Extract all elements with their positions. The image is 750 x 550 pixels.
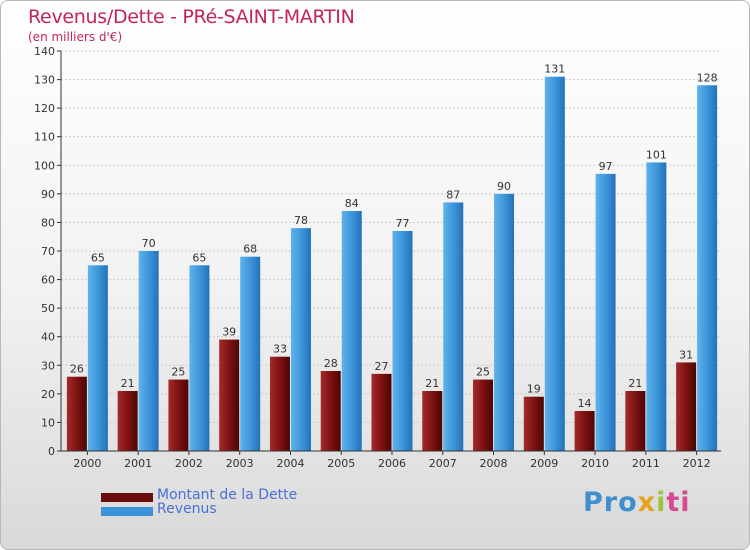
bar-debt	[168, 379, 189, 451]
x-tick-label: 2003	[226, 457, 254, 470]
data-label: 31	[679, 348, 693, 361]
bar-debt	[625, 391, 646, 451]
bar-debt	[676, 362, 697, 451]
data-label: 131	[544, 63, 565, 76]
legend-swatch-debt	[101, 493, 153, 502]
y-tick-label: 80	[41, 216, 55, 229]
legend-label-debt: Montant de la Dette	[157, 487, 298, 503]
x-tick-label: 2009	[530, 457, 558, 470]
x-tick-label: 2007	[429, 457, 457, 470]
data-label: 84	[345, 197, 359, 210]
data-label: 101	[646, 148, 667, 161]
data-label: 28	[324, 357, 338, 370]
y-tick-label: 140	[34, 45, 55, 58]
chart-subtitle: (en milliers d'€)	[28, 30, 123, 44]
y-tick-label: 10	[41, 416, 55, 429]
bar-debt	[117, 391, 138, 451]
x-tick-label: 2004	[276, 457, 304, 470]
bar-debt	[574, 411, 595, 451]
y-tick-label: 90	[41, 188, 55, 201]
x-tick-label: 2010	[581, 457, 609, 470]
proxiti-logo: Proxiti	[583, 487, 691, 518]
data-label: 33	[273, 343, 287, 356]
y-tick-label: 130	[34, 74, 55, 87]
x-tick-label: 2011	[632, 457, 660, 470]
bar-revenue	[290, 228, 311, 451]
bar-debt	[269, 356, 290, 451]
x-tick-label: 2002	[175, 457, 203, 470]
y-tick-label: 50	[41, 302, 55, 315]
data-label: 25	[171, 366, 185, 379]
bar-revenue	[697, 85, 718, 452]
data-label: 25	[476, 366, 490, 379]
chart-title: Revenus/Dette - PRé-SAINT-MARTIN	[28, 6, 355, 28]
bar-revenue	[138, 251, 159, 451]
bar-revenue	[240, 256, 261, 451]
bar-debt	[219, 339, 240, 451]
data-label: 68	[243, 243, 257, 256]
bar-revenue	[595, 173, 616, 451]
data-label: 87	[446, 188, 460, 201]
x-tick-label: 2006	[378, 457, 406, 470]
bar-debt	[422, 391, 443, 451]
bar-debt	[473, 379, 494, 451]
data-label: 65	[192, 251, 206, 264]
data-label: 70	[142, 237, 156, 250]
y-tick-label: 70	[41, 245, 55, 258]
data-label: 97	[599, 160, 613, 173]
bar-revenue	[392, 231, 413, 451]
y-tick-label: 120	[34, 102, 55, 115]
data-label: 14	[578, 397, 592, 410]
bar-debt	[523, 396, 544, 451]
bar-revenue	[494, 193, 515, 451]
data-label: 65	[91, 251, 105, 264]
x-tick-label: 2000	[73, 457, 101, 470]
data-label: 90	[497, 180, 511, 193]
bar-revenue	[646, 162, 667, 451]
data-label: 27	[375, 360, 389, 373]
x-tick-label: 2008	[480, 457, 508, 470]
y-tick-label: 110	[34, 131, 55, 144]
data-label: 78	[294, 214, 308, 227]
data-label: 21	[425, 377, 439, 390]
x-tick-label: 2005	[327, 457, 355, 470]
y-tick-label: 100	[34, 159, 55, 172]
axes	[57, 50, 721, 455]
x-tick-label: 2001	[124, 457, 152, 470]
bar-revenue	[544, 76, 565, 451]
bar-revenue	[87, 265, 108, 451]
y-tick-label: 30	[41, 359, 55, 372]
data-label: 128	[697, 71, 718, 84]
y-tick-label: 0	[48, 445, 55, 458]
bars	[66, 76, 718, 452]
data-label: 19	[527, 383, 541, 396]
bar-revenue	[189, 265, 210, 451]
legend-swatch-revenue	[101, 507, 153, 516]
legend-label-revenue: Revenus	[157, 501, 217, 517]
data-label: 39	[222, 326, 236, 339]
bar-debt	[320, 371, 341, 451]
y-tick-label: 60	[41, 274, 55, 287]
bar-debt	[66, 376, 87, 451]
x-tick-label: 2012	[683, 457, 711, 470]
data-label: 26	[70, 363, 84, 376]
bar-revenue	[341, 211, 362, 451]
bar-debt	[371, 373, 392, 451]
data-label: 77	[396, 217, 410, 230]
data-label: 21	[628, 377, 642, 390]
data-label: 21	[121, 377, 135, 390]
y-tick-label: 20	[41, 388, 55, 401]
y-tick-label: 40	[41, 331, 55, 344]
labels: 0 10 20 30 40 50 60 70 80 90 100 110 120 130 140 26 65 20…	[34, 45, 718, 470]
bar-revenue	[443, 202, 464, 451]
